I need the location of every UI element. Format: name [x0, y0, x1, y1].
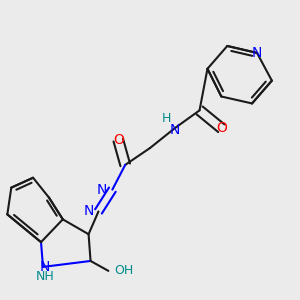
Text: O: O [216, 121, 227, 135]
Text: N: N [97, 183, 107, 196]
Text: N: N [169, 123, 180, 137]
Text: N: N [40, 260, 50, 274]
Text: NH: NH [36, 270, 54, 283]
Text: O: O [113, 133, 124, 147]
Text: OH: OH [114, 264, 134, 278]
Text: H: H [162, 112, 172, 125]
Text: N: N [252, 46, 262, 60]
Text: N: N [83, 204, 94, 218]
